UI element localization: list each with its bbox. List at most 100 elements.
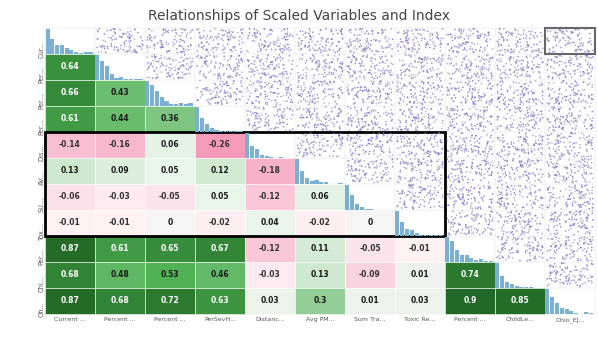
Point [451, 95, 460, 100]
Point [484, 82, 493, 88]
Point [234, 60, 244, 66]
Point [499, 203, 509, 209]
Point [386, 118, 396, 124]
Point [583, 160, 593, 166]
Point [481, 219, 491, 225]
Point [151, 34, 160, 39]
Bar [109, 74, 114, 80]
Point [558, 256, 568, 262]
Point [514, 122, 524, 128]
Point [261, 101, 270, 107]
Point [456, 166, 466, 171]
Point [582, 229, 592, 235]
Point [566, 269, 576, 274]
Point [472, 230, 482, 235]
Point [130, 49, 139, 55]
Point [283, 105, 292, 111]
Point [266, 59, 276, 65]
Point [130, 47, 139, 52]
Point [157, 42, 166, 48]
Point [168, 58, 178, 63]
Point [479, 128, 489, 133]
Point [480, 153, 490, 159]
Point [423, 55, 433, 60]
Point [165, 56, 175, 61]
Point [524, 64, 533, 70]
Point [350, 174, 360, 179]
Point [422, 162, 432, 168]
Point [538, 88, 547, 94]
Point [430, 185, 440, 190]
Point [209, 81, 219, 86]
Point [350, 61, 360, 66]
Point [576, 26, 585, 31]
Bar [200, 118, 204, 132]
Point [480, 159, 490, 164]
Point [417, 138, 426, 144]
Text: AV...: AV... [39, 171, 45, 185]
Point [317, 122, 327, 128]
Point [569, 198, 578, 204]
Point [428, 65, 437, 71]
Point [582, 100, 592, 106]
Point [279, 66, 289, 71]
Point [498, 138, 507, 143]
Point [566, 255, 575, 260]
Point [568, 223, 577, 228]
Point [315, 45, 324, 51]
Point [150, 35, 159, 40]
Point [379, 133, 389, 138]
Point [575, 113, 585, 119]
Point [450, 70, 459, 75]
Point [573, 229, 583, 235]
Point [281, 87, 291, 92]
Point [529, 42, 539, 47]
Point [379, 132, 388, 138]
Point [261, 43, 270, 49]
Point [471, 169, 480, 175]
Point [199, 73, 208, 79]
Point [408, 114, 418, 119]
Point [569, 140, 579, 146]
Point [487, 197, 496, 203]
Point [461, 111, 471, 117]
Point [551, 97, 561, 102]
Point [546, 28, 556, 34]
Point [354, 119, 364, 125]
Point [270, 90, 280, 96]
Point [542, 205, 552, 210]
Point [484, 222, 493, 227]
Point [153, 75, 163, 80]
Point [178, 44, 187, 50]
Point [311, 61, 321, 66]
Point [352, 36, 361, 41]
Point [580, 178, 590, 184]
Point [570, 237, 579, 243]
Point [467, 149, 477, 155]
Point [344, 90, 353, 96]
Point [582, 225, 591, 231]
Point [452, 139, 462, 145]
Point [392, 81, 402, 86]
Point [469, 88, 478, 94]
Point [509, 140, 518, 146]
Point [381, 119, 390, 125]
Point [471, 132, 481, 138]
Point [547, 57, 556, 63]
Point [197, 63, 207, 69]
Point [411, 114, 421, 120]
Point [454, 45, 463, 51]
Point [248, 123, 258, 129]
Point [222, 100, 231, 106]
Bar [565, 309, 569, 314]
Point [450, 36, 460, 42]
Point [582, 154, 591, 159]
Point [554, 238, 563, 244]
Point [582, 255, 591, 260]
Point [135, 43, 144, 49]
Point [542, 116, 552, 122]
Point [215, 73, 225, 78]
Point [419, 96, 428, 101]
Point [532, 107, 542, 113]
Point [543, 116, 553, 122]
